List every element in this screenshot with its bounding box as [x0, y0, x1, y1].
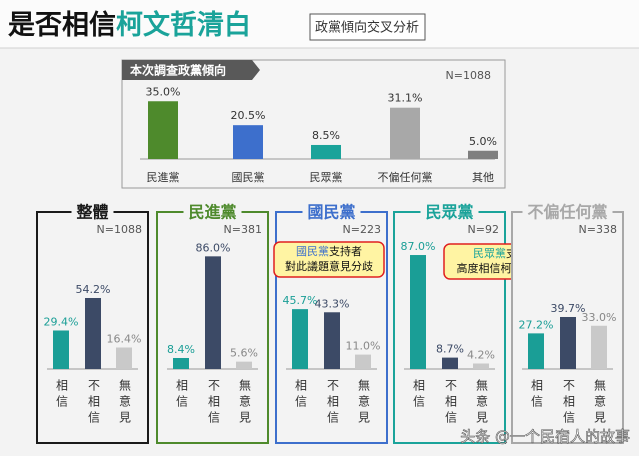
bar: [292, 309, 308, 369]
panel-title: 整體: [75, 203, 108, 222]
bar: [468, 150, 498, 159]
sample-size: N=1088: [97, 223, 142, 236]
category-label: 不相信: [326, 379, 340, 427]
title-backdrop: [420, 203, 479, 221]
callout-text: 國民黨: [296, 244, 329, 258]
tag: 政黨傾向交叉分析: [315, 20, 419, 36]
category-label: 無意見: [238, 378, 252, 427]
bar: [53, 330, 69, 369]
bar: [236, 361, 252, 369]
bar: [355, 354, 371, 369]
sample-size: N=381: [224, 223, 262, 236]
value-label: 27.2%: [519, 318, 554, 331]
value-label: 39.7%: [551, 302, 586, 315]
bar: [311, 144, 341, 159]
category-label: 相信: [55, 379, 69, 411]
sample-size: N=223: [343, 223, 381, 236]
category-label: 無意見: [475, 378, 489, 427]
bar: [528, 333, 544, 369]
callout-text: 對此議題意見分歧: [285, 259, 373, 273]
bar: [473, 363, 489, 369]
category-label: 不相信: [444, 379, 458, 427]
value-label: 5.6%: [230, 347, 258, 360]
category-label: 相信: [175, 379, 189, 411]
watermark: 头条 @一个民宿人的故事: [460, 428, 630, 446]
bar: [390, 107, 420, 159]
value-label: 8.4%: [167, 343, 195, 356]
value-label: 31.1%: [388, 92, 423, 105]
callout-line: 國民黨支持者: [296, 244, 362, 258]
sample-size: N=92: [468, 223, 499, 236]
category-label: 其他: [472, 171, 494, 184]
callout-box: [273, 241, 385, 278]
category-label: 相信: [412, 379, 426, 411]
bar: [591, 325, 607, 369]
category-label: 不偏任何黨: [378, 170, 433, 184]
title-backdrop: [71, 203, 114, 221]
bar: [410, 255, 426, 369]
bar: [442, 357, 458, 369]
bar: [233, 125, 263, 159]
callout-text: 民眾黨: [473, 246, 506, 260]
sample-size: N=1088: [446, 69, 491, 82]
category-label: 不相信: [562, 379, 576, 427]
title-backdrop: [302, 203, 361, 221]
category-label: 民進黨: [147, 170, 180, 184]
bar: [560, 316, 576, 369]
value-label: 20.5%: [231, 109, 266, 122]
value-label: 45.7%: [283, 294, 318, 307]
panel-title: 民進黨: [188, 203, 236, 222]
panel-title: 不偏任何黨: [527, 203, 607, 222]
callout-line: 對此議題意見分歧: [285, 259, 373, 273]
bar: [116, 347, 132, 369]
value-label: 16.4%: [107, 333, 142, 346]
bar: [205, 256, 221, 369]
bar: [85, 297, 101, 369]
page-title: 是否相信柯文哲清白: [8, 9, 251, 41]
value-label: 54.2%: [76, 283, 111, 296]
title-backdrop: [522, 203, 613, 221]
category-label: 相信: [294, 379, 308, 411]
bar: [173, 357, 189, 369]
title-backdrop: [183, 203, 242, 221]
value-label: 8.5%: [312, 129, 340, 142]
value-label: 29.4%: [44, 315, 79, 328]
category-label: 無意見: [118, 378, 132, 427]
callout-text: 支持者: [329, 244, 362, 258]
title-part: 柯文哲清白: [116, 9, 251, 41]
panel-title: 民眾黨: [425, 203, 473, 222]
category-label: 無意見: [357, 378, 371, 427]
panel-title: 國民黨: [307, 203, 355, 222]
value-label: 4.2%: [467, 348, 495, 361]
value-label: 11.0%: [346, 340, 381, 353]
bar: [324, 312, 340, 369]
value-label: 86.0%: [196, 241, 231, 254]
bar: [148, 101, 178, 159]
value-label: 33.0%: [582, 311, 617, 324]
value-label: 5.0%: [469, 135, 497, 148]
value-label: 43.3%: [315, 297, 350, 310]
category-label: 民眾黨: [310, 170, 343, 184]
category-label: 相信: [530, 379, 544, 411]
panel-frame: [121, 59, 506, 189]
value-label: 35.0%: [146, 85, 181, 98]
tag-box: [309, 13, 426, 41]
category-label: 國民黨: [232, 170, 265, 184]
category-label: 無意見: [593, 378, 607, 427]
value-label: 87.0%: [401, 240, 436, 253]
title-part: 是否相信: [8, 10, 116, 41]
sample-size: N=338: [579, 223, 617, 236]
panel-tab: [122, 60, 260, 80]
category-label: 不相信: [207, 379, 221, 427]
panel-title: 本次調查政黨傾向: [130, 63, 226, 78]
category-label: 不相信: [87, 379, 101, 427]
value-label: 8.7%: [436, 343, 464, 356]
